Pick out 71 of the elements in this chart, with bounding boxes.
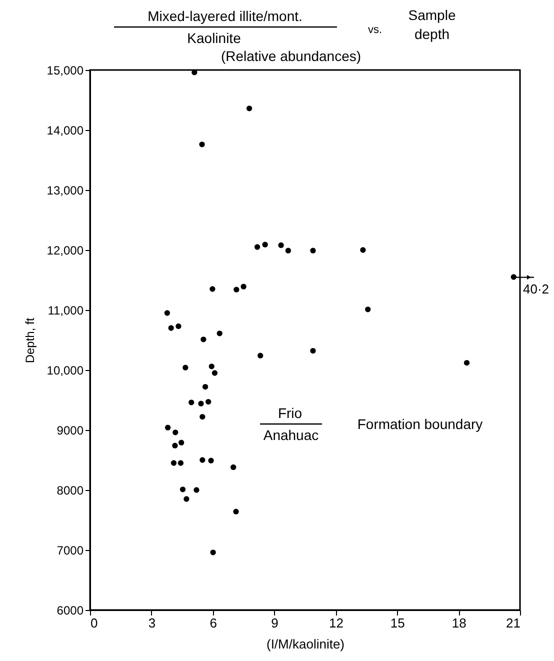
text: vs. [368,24,382,36]
y-tick-label: 9000 [56,424,84,438]
point [254,244,260,250]
x-tick-label: 18 [452,616,466,630]
y-tick-label: 8000 [56,484,84,498]
point [246,106,252,112]
point [360,247,366,253]
point [262,242,268,248]
x-tick-label: 21 [506,616,520,630]
text: Kaolinite [187,30,242,46]
x-axis-title: (I/M/kaolinite) [266,636,345,652]
point [310,248,316,254]
point [178,440,184,446]
y-tick-label: 14,000 [46,124,84,138]
y-tick-label: 10,000 [46,364,84,378]
point [198,400,204,406]
text: Sample depth [408,7,456,42]
annotation: 40·2 [523,281,550,296]
point [178,460,184,466]
y-axis-title: Depth, ft [22,317,37,364]
point [365,306,371,312]
point [200,414,206,420]
point [182,364,188,370]
y-tick-label: 15,000 [46,64,84,78]
point [188,400,194,406]
point [234,286,240,292]
point [285,248,292,254]
point [176,323,182,330]
annotation: Frio [278,405,302,421]
point [210,550,216,556]
point [464,360,470,366]
point [240,284,246,290]
point [258,352,264,358]
point [208,364,214,370]
annotation: Anahuac [263,427,319,443]
point [210,286,216,292]
y-tick-label: 7000 [56,544,84,558]
y-tick-label: 13,000 [46,184,84,198]
point [206,398,212,405]
y-tick-label: 12,000 [46,244,84,258]
point [170,460,177,466]
y-tick-label: 11,000 [48,304,84,318]
point [164,310,170,316]
point [168,325,174,331]
point [172,442,178,448]
point [208,458,214,464]
y-tick-label: 6000 [56,604,84,618]
point [184,496,190,502]
x-tick-label: 12 [328,616,344,630]
point [216,330,222,336]
point [233,508,239,514]
point [310,348,316,354]
point [200,457,206,463]
text: Mixed-layered illite/mont. [148,8,302,24]
point [278,242,284,248]
point [172,430,178,436]
x-tick-label: 0 [90,616,98,630]
point [202,384,208,390]
point [212,370,218,376]
point [164,424,171,430]
point [199,142,205,148]
point [230,464,236,470]
x-tick-label: 15 [390,616,405,630]
text: (Relative abundances) [220,48,362,64]
x-tick-label: 6 [210,616,217,630]
x-tick-label: 3 [148,616,156,630]
x-tick-label: 9 [271,616,278,630]
annotation: Formation boundary [357,416,483,432]
point [194,487,200,493]
point [180,486,186,492]
point [200,336,206,342]
